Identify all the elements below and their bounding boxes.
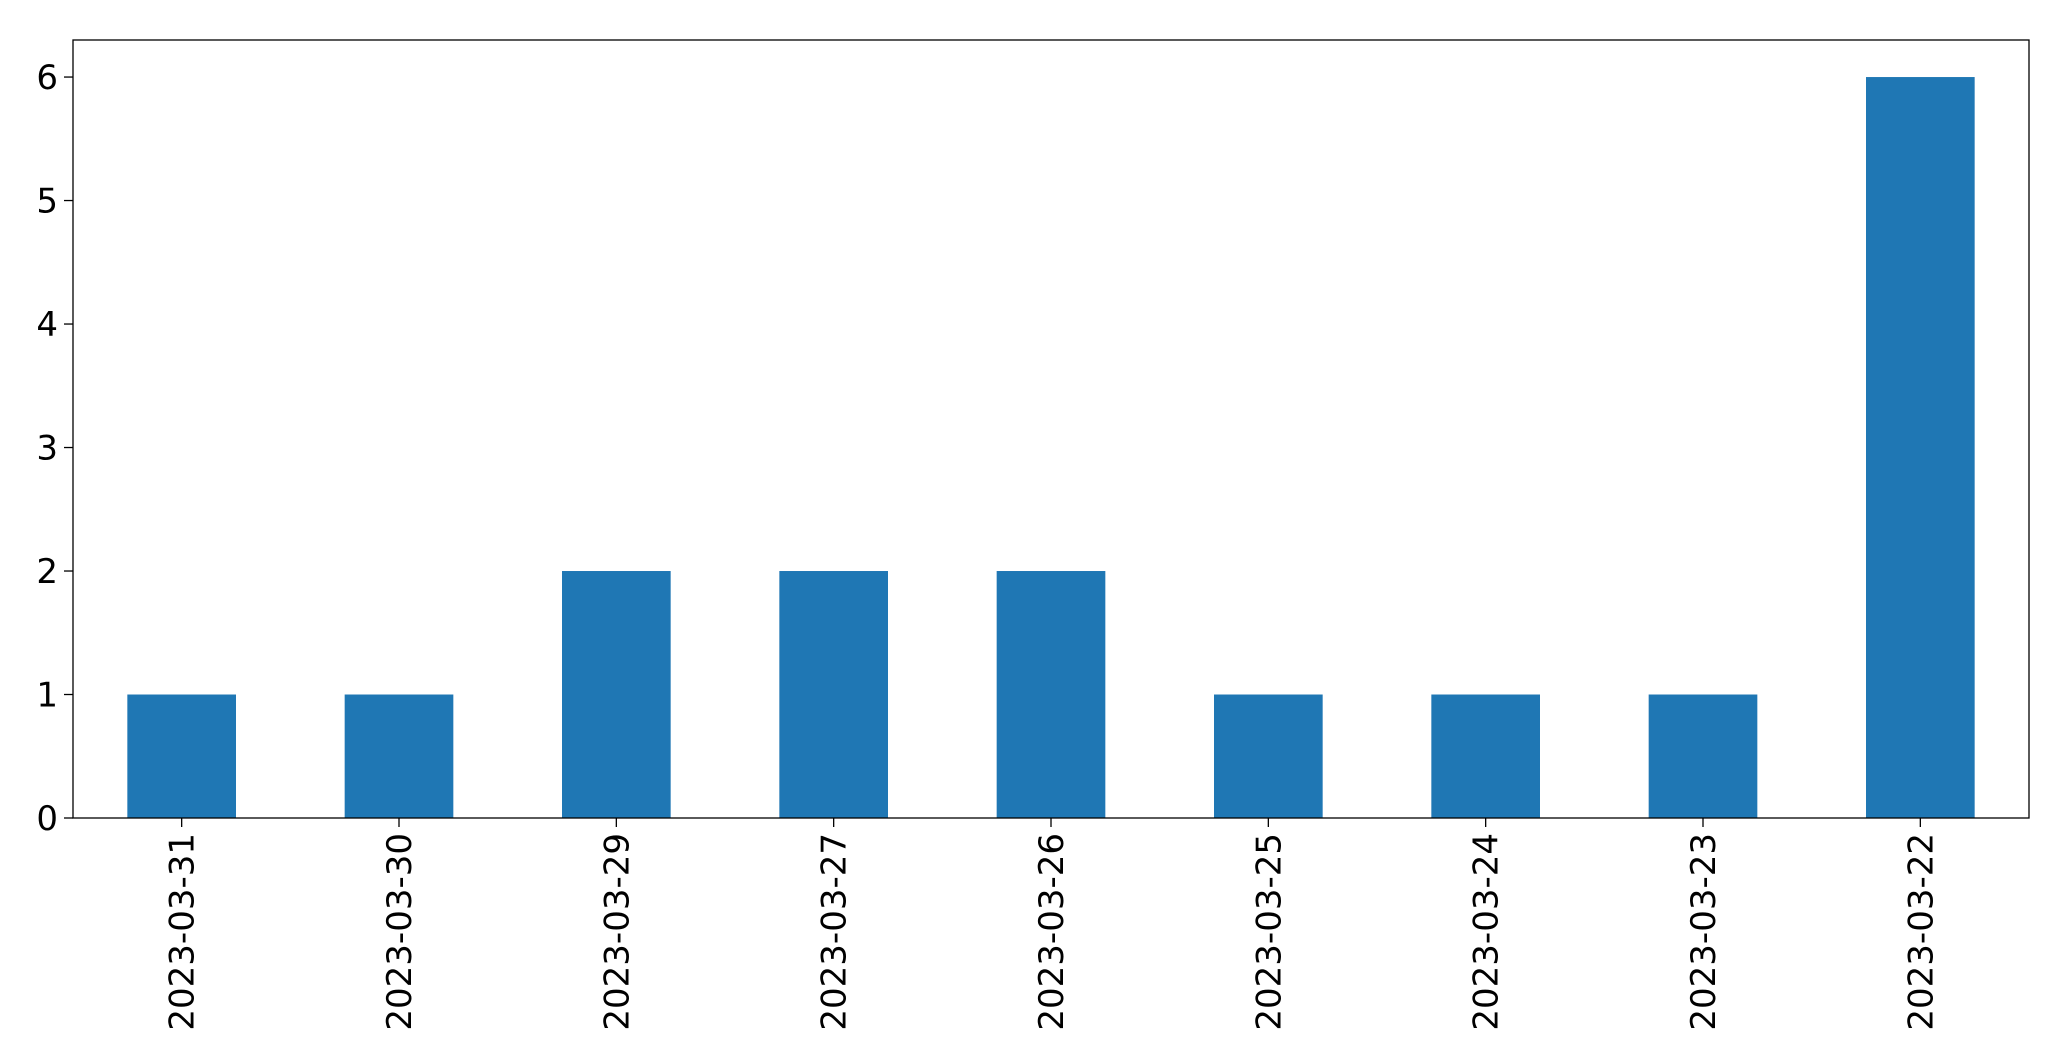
x-tick-label: 2023-03-27 <box>815 833 855 1031</box>
x-tick-label: 2023-03-22 <box>1901 833 1941 1031</box>
bar <box>996 571 1106 818</box>
y-tick-label: 1 <box>36 676 58 716</box>
y-tick-label: 2 <box>36 552 58 592</box>
bar <box>562 571 671 818</box>
x-tick-label: 2023-03-31 <box>163 833 203 1031</box>
bar <box>1648 694 1758 818</box>
x-tick-label: 2023-03-29 <box>597 833 637 1031</box>
bar <box>1431 694 1540 818</box>
y-tick-label: 0 <box>36 799 58 839</box>
x-tick-label: 2023-03-25 <box>1249 833 1289 1031</box>
x-tick-label: 2023-03-24 <box>1467 833 1507 1031</box>
axes-frame <box>72 39 2030 819</box>
bar <box>127 694 236 818</box>
y-tick-label: 3 <box>36 429 58 469</box>
x-tick-label: 2023-03-23 <box>1684 833 1724 1031</box>
x-tick-label: 2023-03-26 <box>1032 833 1072 1031</box>
y-tick-label: 5 <box>36 182 58 222</box>
x-tick-label: 2023-03-30 <box>380 833 420 1031</box>
y-tick-label: 4 <box>36 305 58 345</box>
bar <box>1214 694 1323 818</box>
y-tick-label: 6 <box>36 58 58 98</box>
bar <box>1866 77 1975 819</box>
bar <box>344 694 454 818</box>
bar <box>779 571 888 818</box>
